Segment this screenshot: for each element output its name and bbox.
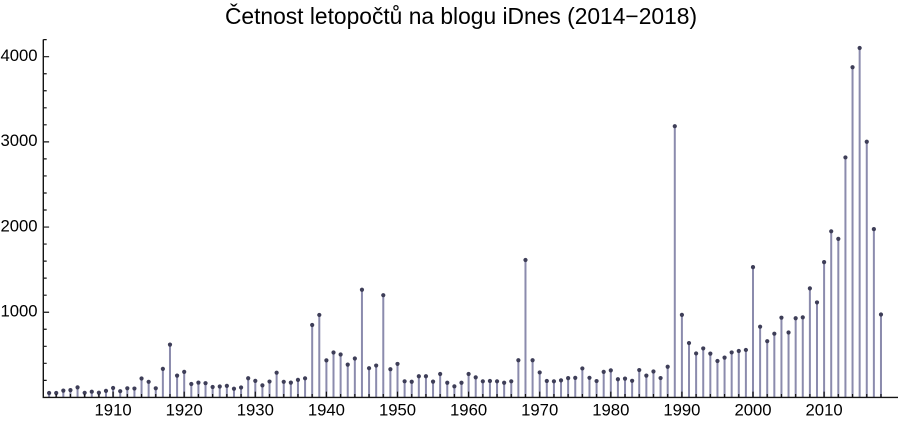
svg-text:2000: 2000 (0, 216, 37, 235)
svg-text:1000: 1000 (0, 302, 37, 321)
svg-text:1940: 1940 (308, 401, 345, 420)
svg-text:2000: 2000 (734, 401, 771, 420)
svg-text:3000: 3000 (0, 131, 37, 150)
svg-text:1970: 1970 (521, 401, 558, 420)
svg-text:1980: 1980 (592, 401, 629, 420)
svg-text:Četnost letopočtů na blogu iDn: Četnost letopočtů na blogu iDnes (2014−2… (225, 3, 697, 29)
svg-text:1960: 1960 (450, 401, 487, 420)
svg-text:2010: 2010 (806, 401, 843, 420)
svg-text:1910: 1910 (95, 401, 132, 420)
svg-text:1920: 1920 (166, 401, 203, 420)
svg-text:1950: 1950 (379, 401, 416, 420)
svg-text:1990: 1990 (663, 401, 700, 420)
svg-text:4000: 4000 (0, 46, 37, 65)
svg-text:1930: 1930 (237, 401, 274, 420)
